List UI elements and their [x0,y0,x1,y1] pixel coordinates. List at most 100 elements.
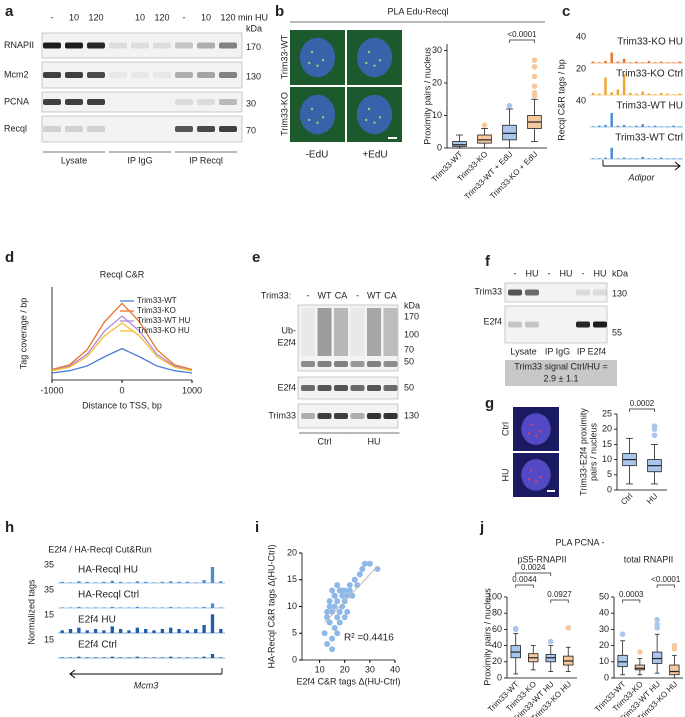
signal-bar [598,93,601,95]
outlier [506,102,513,109]
y-axis-label: Tag coverage / bp [18,298,28,370]
point [321,630,328,637]
signal-bar [118,629,123,633]
signal-bar [177,657,181,658]
outlier [531,89,538,96]
signal-bar [169,627,173,633]
x-tick-label: 1000 [182,385,202,395]
signal-bar [678,61,682,63]
blot [297,304,399,372]
signal-bar [177,629,181,633]
signal-bar [622,157,626,159]
signal-bar [185,630,190,633]
signal-bar [102,657,106,658]
scale-label: 15 [44,609,54,619]
panel-label: c [562,3,570,20]
signal-bar [177,607,181,608]
x-tick-label: 10 [315,664,325,674]
signal-bar [622,74,626,95]
signal-bar [68,582,73,583]
signal-bar [110,580,114,583]
point [344,608,351,615]
legend-label: Trim33-WT HU [137,316,191,325]
note-box [505,360,617,386]
signal-bar [678,126,682,127]
pla-dot [321,116,325,119]
y-axis-label: Proximity pairs / nucleus [482,588,492,686]
signal-bar [160,581,165,583]
row-label: Trim33-KO [279,92,289,136]
band [87,72,105,78]
signal-bar [169,581,173,583]
band [525,289,539,296]
smear [367,308,381,356]
band [153,42,171,49]
point [366,560,373,567]
trendline [324,566,378,623]
signal-bar [610,52,613,63]
pla-dot [530,469,533,472]
band [175,72,193,78]
kda-label: 130 [404,410,419,420]
y-tick-label: 0 [292,654,297,664]
point [331,603,338,610]
signal-bar [219,629,223,633]
smear [334,308,348,356]
signal-bar [629,158,632,159]
signal-bar [219,581,223,583]
scale-label: 35 [44,584,54,594]
signal-bar [118,607,123,608]
signal-bar [135,606,139,608]
lane-label: 120 [88,12,103,22]
track-name: E2f4 Ctrl [78,640,117,651]
lane-label: CA [384,290,397,300]
signal-bar [604,60,607,63]
pla-dot [539,476,542,479]
signal-bar [60,581,64,583]
point [336,608,343,615]
band [43,72,61,78]
signal-bar [85,607,89,608]
signal-bar [660,126,663,127]
box [634,664,646,671]
panel-label: h [5,519,14,536]
signal-bar [616,125,620,127]
band [131,42,149,49]
outlier [619,631,626,638]
nucleus [521,459,551,491]
y-tick-label: 40 [599,608,609,618]
y-tick-label: 20 [287,547,297,557]
lane-label: 10 [135,12,145,22]
point [346,587,353,594]
group-label: Ctrl [318,436,332,446]
y-tick-label: 15 [287,574,297,584]
signal-bar [591,92,595,95]
outlier [531,63,538,70]
kda-label: 50 [404,356,414,366]
track-name: Trim33-KO Ctrl [616,69,683,80]
outlier [651,432,658,439]
point [326,603,333,610]
point [334,630,341,637]
y-axis-label: Proximity pairs / nucleus [422,47,432,145]
outlier [651,423,658,429]
group-label: IP IgG [545,346,570,356]
pla-dot [365,118,368,122]
signal-bar [635,61,638,63]
band [197,99,215,105]
signal-bar [591,61,595,63]
chart-title: Recql C&R [100,269,145,279]
outlier [481,122,488,129]
x-axis-label: Distance to TSS, bp [82,400,162,410]
row-label: Mcm2 [4,69,29,79]
group-label: IP IgG [127,155,152,165]
y-tick-label: 20 [432,77,442,87]
pla-dot [527,432,531,435]
lane-label: 10 [201,12,211,22]
band [65,72,83,78]
pla-dot [539,430,542,433]
signal-bar [144,607,148,608]
box [651,651,663,664]
signal-bar [77,606,81,608]
